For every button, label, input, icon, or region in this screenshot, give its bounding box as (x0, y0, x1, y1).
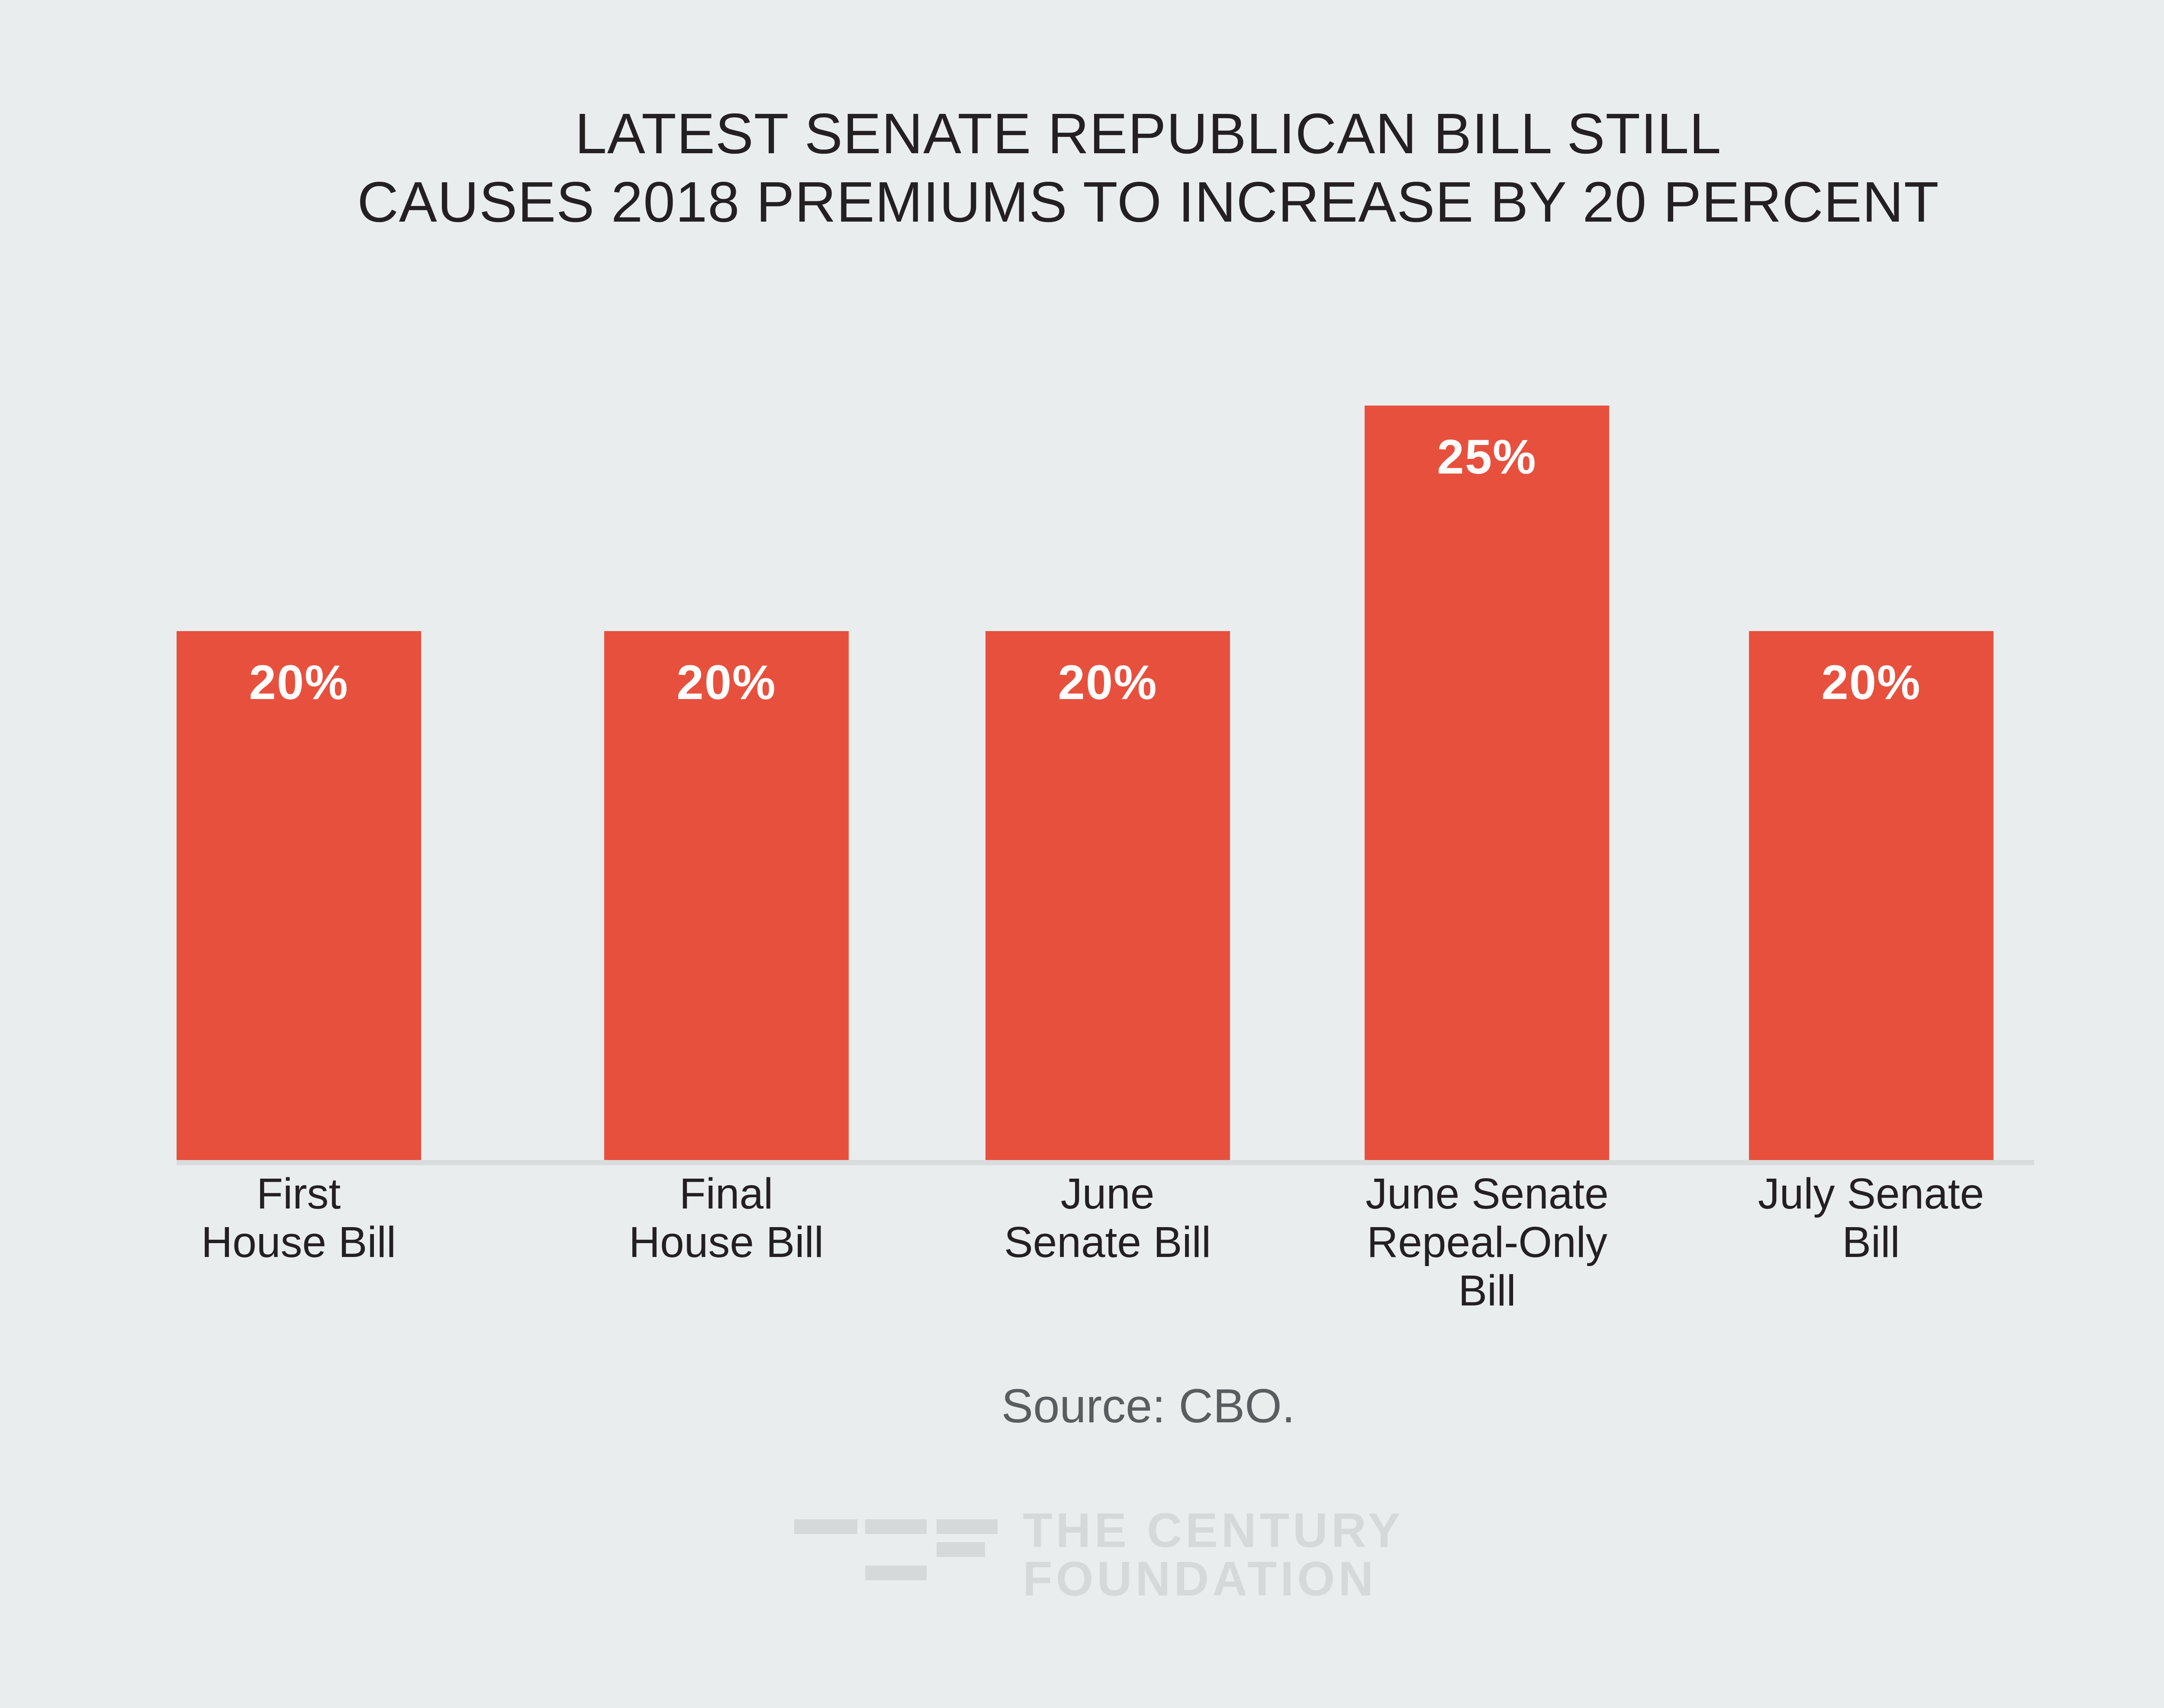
bar-value-label: 20% (249, 655, 349, 709)
x-axis-label-first-house-bill: First House Bill (201, 1170, 396, 1266)
chart-title: LATEST SENATE REPUBLICAN BILL STILL CAUS… (357, 102, 1939, 234)
bar-value-label: 25% (1437, 430, 1537, 484)
bar-final-house-bill: 20% (604, 631, 849, 1160)
bar-value-label: 20% (1058, 655, 1158, 709)
century-foundation-logo-icon (794, 1519, 998, 1580)
bar-value-label: 20% (676, 655, 776, 709)
x-axis-label-june-senate-bill: June Senate Bill (1004, 1170, 1211, 1266)
x-axis-label-july-senate-bill: July Senate Bill (1758, 1170, 1984, 1266)
bar-value-label: 20% (1821, 655, 1921, 709)
bar-july-senate-bill: 20% (1749, 631, 1993, 1160)
source-note: Source: CBO. (1001, 1379, 1295, 1433)
x-axis-label-final-house-bill: Final House Bill (628, 1170, 824, 1266)
bar-june-senate-repeal-only-bill: 25% (1365, 406, 1609, 1160)
logo-bar-icon (937, 1542, 985, 1557)
logo-bar-icon (865, 1566, 927, 1580)
bar-june-senate-bill: 20% (985, 631, 1230, 1160)
logo-bar-icon (865, 1519, 927, 1534)
x-axis-line (177, 1160, 2034, 1165)
century-foundation-logo-text: THE CENTURY FOUNDATION (1023, 1503, 1404, 1606)
logo-bar-icon (937, 1519, 998, 1534)
logo-bar-icon (794, 1519, 857, 1534)
x-axis-label-june-senate-repeal-only-bill: June Senate Repeal-Only Bill (1365, 1170, 1609, 1315)
bar-first-house-bill: 20% (177, 631, 421, 1160)
